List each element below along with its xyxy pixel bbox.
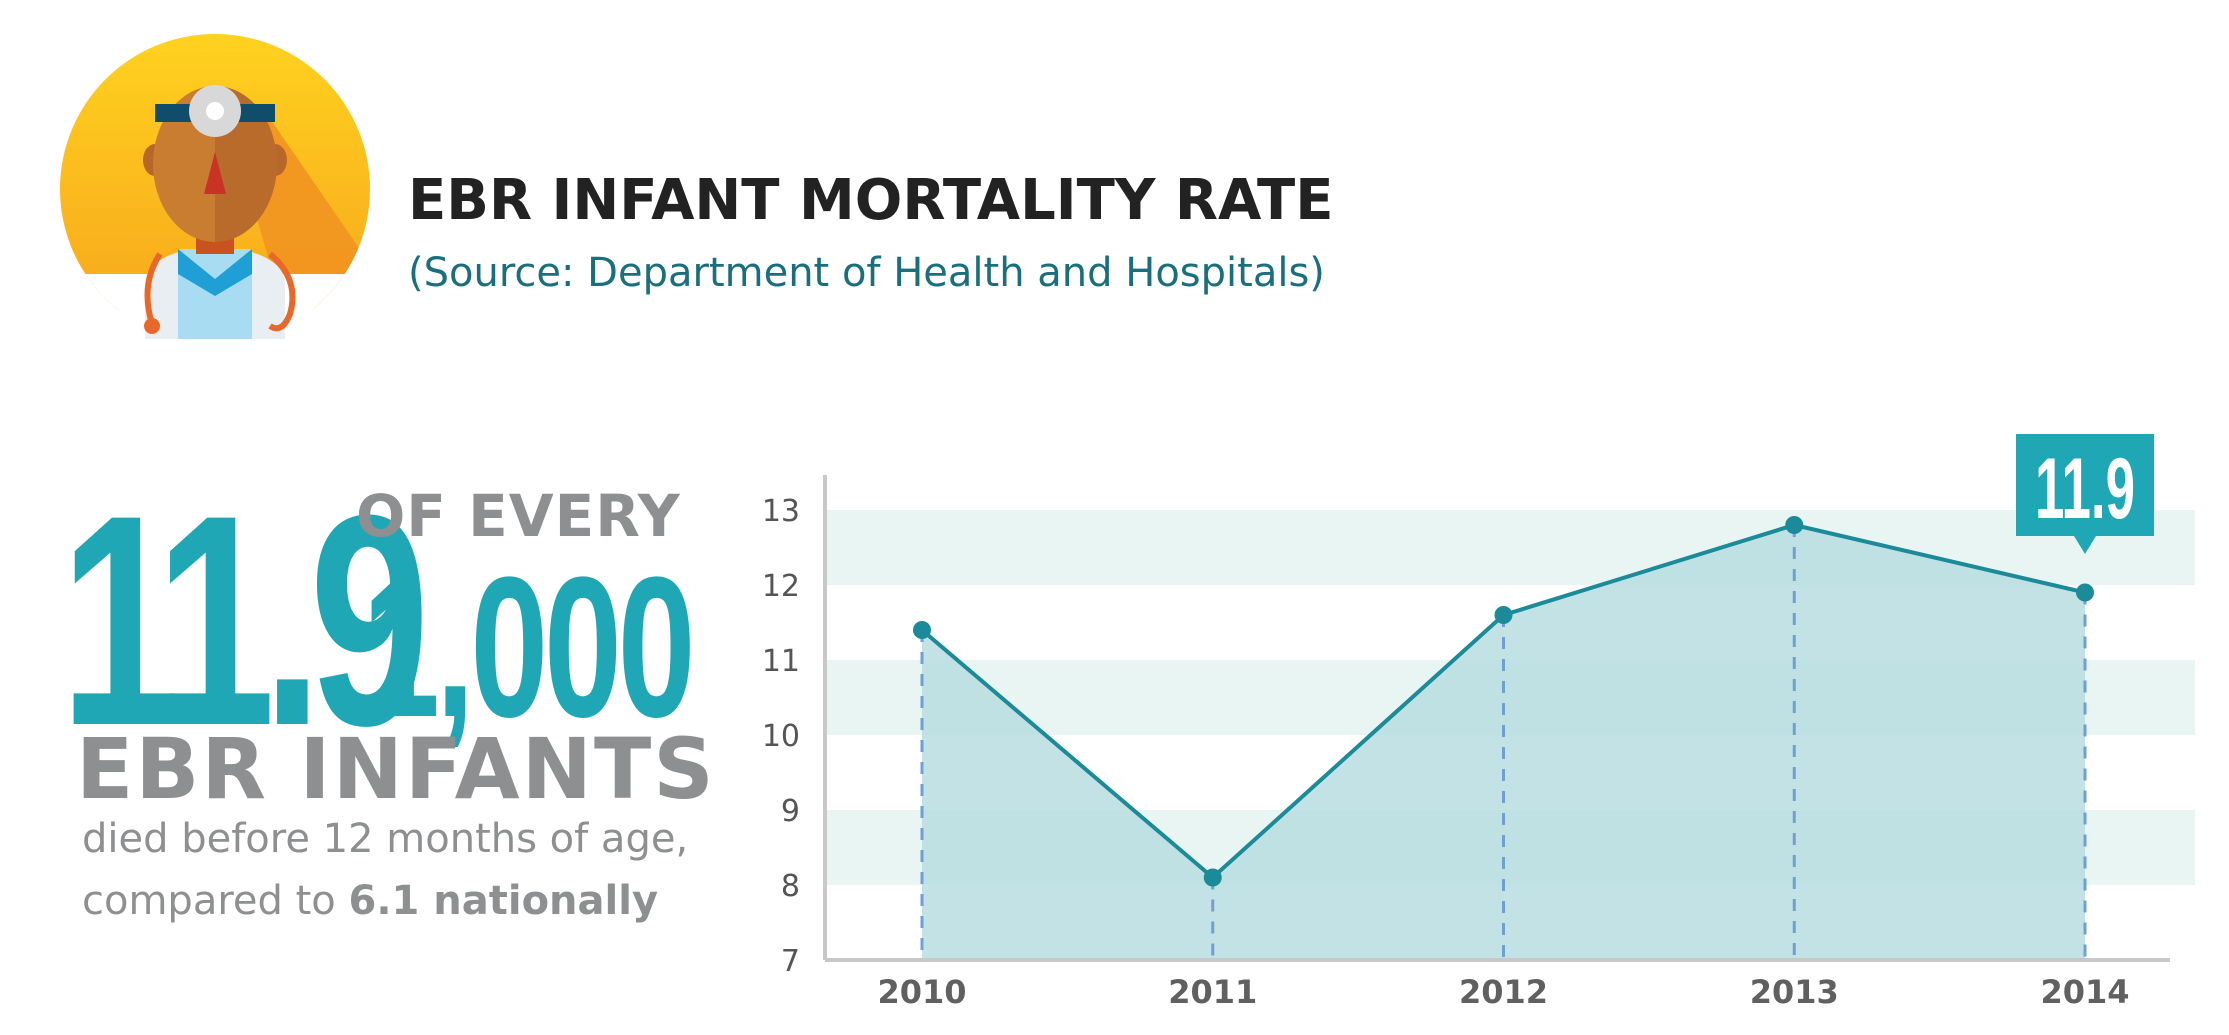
data-point xyxy=(913,621,931,639)
per-value: 1,000 xyxy=(362,536,696,759)
callout-pointer xyxy=(2074,536,2096,554)
series-area xyxy=(922,525,2085,960)
y-tick-label: 13 xyxy=(762,494,800,529)
area-layer xyxy=(920,522,2086,960)
description-line-1: died before 12 months of age, xyxy=(82,816,689,862)
chart-title: EBR INFANT MORTALITY RATE xyxy=(408,168,1334,233)
y-tick-label: 10 xyxy=(762,719,800,754)
x-tick-label: 2010 xyxy=(877,973,966,1011)
data-point xyxy=(1203,868,1222,887)
tick-labels: 7 8 9 10 11 12 13 2010 2011 2012 2013 2014 xyxy=(762,494,2130,1011)
data-point xyxy=(1494,606,1513,624)
mortality-chart: 7 8 9 10 11 12 13 2010 2011 2012 2013 2014 11.9 xyxy=(762,434,2195,1011)
callout-box xyxy=(2016,434,2154,536)
y-tick-label: 12 xyxy=(762,569,800,604)
guide-lines xyxy=(920,525,2087,960)
x-tick-label: 2014 xyxy=(2040,973,2129,1011)
y-tick-label: 9 xyxy=(781,794,800,829)
callout-label: 11.9 xyxy=(2035,441,2135,537)
data-points xyxy=(913,516,2094,887)
data-point xyxy=(1785,516,1804,534)
axes xyxy=(823,475,2170,962)
value-callout: 11.9 xyxy=(2016,434,2154,554)
description-line-2: compared to 6.1 nationally xyxy=(82,870,688,932)
chart-source: (Source: Department of Health and Hospit… xyxy=(408,250,1325,296)
subject-label: EBR INFANTS xyxy=(76,720,716,818)
national-rate: 6.1 nationally xyxy=(348,878,659,924)
y-tick-label: 8 xyxy=(781,869,800,904)
x-tick-label: 2011 xyxy=(1168,973,1257,1011)
data-point xyxy=(2076,583,2094,602)
description: died before 12 months of age, compared t… xyxy=(82,808,688,932)
x-tick-label: 2013 xyxy=(1750,973,1839,1011)
y-tick-label: 11 xyxy=(762,644,800,679)
y-tick-label: 7 xyxy=(781,944,800,979)
x-tick-label: 2012 xyxy=(1459,973,1548,1011)
rate-value: 11.9 xyxy=(60,452,430,788)
doctor-icon xyxy=(60,34,370,344)
description-prefix: compared to xyxy=(82,878,349,924)
of-every-label: OF EVERY xyxy=(356,482,681,550)
